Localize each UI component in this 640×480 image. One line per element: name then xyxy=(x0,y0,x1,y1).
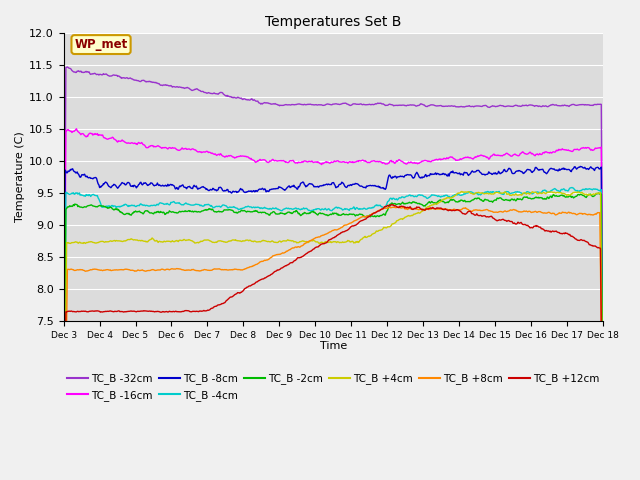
TC_B -4cm xyxy=(568,185,576,191)
Line: TC_B +4cm: TC_B +4cm xyxy=(63,192,603,480)
TC_B -2cm xyxy=(599,394,607,400)
TC_B +4cm xyxy=(599,418,607,424)
TC_B -32cm xyxy=(415,102,423,108)
TC_B -32cm xyxy=(399,102,407,108)
TC_B -8cm xyxy=(577,164,584,169)
Line: TC_B +8cm: TC_B +8cm xyxy=(63,207,603,480)
TC_B +8cm xyxy=(394,204,402,210)
TC_B -32cm xyxy=(209,91,217,96)
TC_B -2cm xyxy=(399,199,406,205)
TC_B -4cm xyxy=(180,202,188,208)
TC_B -2cm xyxy=(180,209,188,215)
TC_B -4cm xyxy=(125,203,132,208)
TC_B +4cm xyxy=(208,239,216,245)
TC_B -4cm xyxy=(415,192,422,198)
TC_B -4cm xyxy=(399,194,406,200)
Line: TC_B -16cm: TC_B -16cm xyxy=(63,129,603,467)
TC_B +12cm xyxy=(70,309,77,314)
TC_B -8cm xyxy=(415,172,422,178)
TC_B -32cm xyxy=(70,69,78,75)
TC_B +8cm xyxy=(415,207,423,213)
TC_B -2cm xyxy=(70,202,77,207)
Line: TC_B +12cm: TC_B +12cm xyxy=(63,204,603,480)
Legend: TC_B -32cm, TC_B -16cm, TC_B -8cm, TC_B -4cm, TC_B -2cm, TC_B +4cm, TC_B +8cm, T: TC_B -32cm, TC_B -16cm, TC_B -8cm, TC_B … xyxy=(63,370,604,405)
TC_B +12cm xyxy=(180,309,188,314)
Line: TC_B -4cm: TC_B -4cm xyxy=(63,188,603,480)
TC_B +8cm xyxy=(208,267,216,273)
TC_B -2cm xyxy=(125,210,132,216)
TC_B +8cm xyxy=(180,267,188,273)
TC_B -8cm xyxy=(60,419,67,424)
Title: Temperatures Set B: Temperatures Set B xyxy=(265,15,401,29)
TC_B -16cm xyxy=(399,159,407,165)
TC_B -8cm xyxy=(70,168,77,173)
TC_B +8cm xyxy=(70,267,77,273)
TC_B -8cm xyxy=(208,187,216,192)
TC_B -8cm xyxy=(180,184,188,190)
TC_B +12cm xyxy=(399,204,407,209)
Text: WP_met: WP_met xyxy=(74,38,127,51)
Line: TC_B -32cm: TC_B -32cm xyxy=(63,67,603,434)
TC_B -16cm xyxy=(70,128,77,134)
TC_B -32cm xyxy=(63,64,71,70)
TC_B -32cm xyxy=(60,432,67,437)
TC_B +4cm xyxy=(180,237,188,242)
TC_B +12cm xyxy=(388,202,396,207)
TC_B +8cm xyxy=(125,267,132,273)
TC_B +8cm xyxy=(399,204,407,210)
TC_B +4cm xyxy=(458,189,466,194)
TC_B -2cm xyxy=(415,201,422,206)
TC_B -16cm xyxy=(60,464,67,469)
TC_B -2cm xyxy=(595,190,602,196)
TC_B +4cm xyxy=(399,216,406,222)
Line: TC_B -8cm: TC_B -8cm xyxy=(63,167,603,421)
TC_B -8cm xyxy=(125,180,132,186)
TC_B -4cm xyxy=(208,204,216,209)
TC_B +12cm xyxy=(415,204,423,210)
TC_B +12cm xyxy=(125,309,132,314)
TC_B +8cm xyxy=(599,444,607,450)
TC_B +12cm xyxy=(208,305,216,311)
TC_B +4cm xyxy=(125,237,132,242)
TC_B -32cm xyxy=(599,334,607,340)
TC_B -8cm xyxy=(599,417,607,423)
TC_B -32cm xyxy=(180,85,188,91)
TC_B -16cm xyxy=(126,140,134,146)
Y-axis label: Temperature (C): Temperature (C) xyxy=(15,132,25,222)
TC_B -32cm xyxy=(126,75,134,81)
Line: TC_B -2cm: TC_B -2cm xyxy=(63,193,603,480)
TC_B -2cm xyxy=(208,206,216,212)
TC_B -16cm xyxy=(415,160,423,166)
TC_B +4cm xyxy=(415,210,422,216)
TC_B -16cm xyxy=(209,151,217,156)
TC_B -16cm xyxy=(599,362,607,368)
TC_B -4cm xyxy=(599,391,607,396)
TC_B -16cm xyxy=(72,126,80,132)
TC_B -4cm xyxy=(70,190,77,196)
TC_B -16cm xyxy=(180,146,188,152)
TC_B +4cm xyxy=(70,240,77,245)
X-axis label: Time: Time xyxy=(319,341,347,351)
TC_B -8cm xyxy=(399,173,406,179)
